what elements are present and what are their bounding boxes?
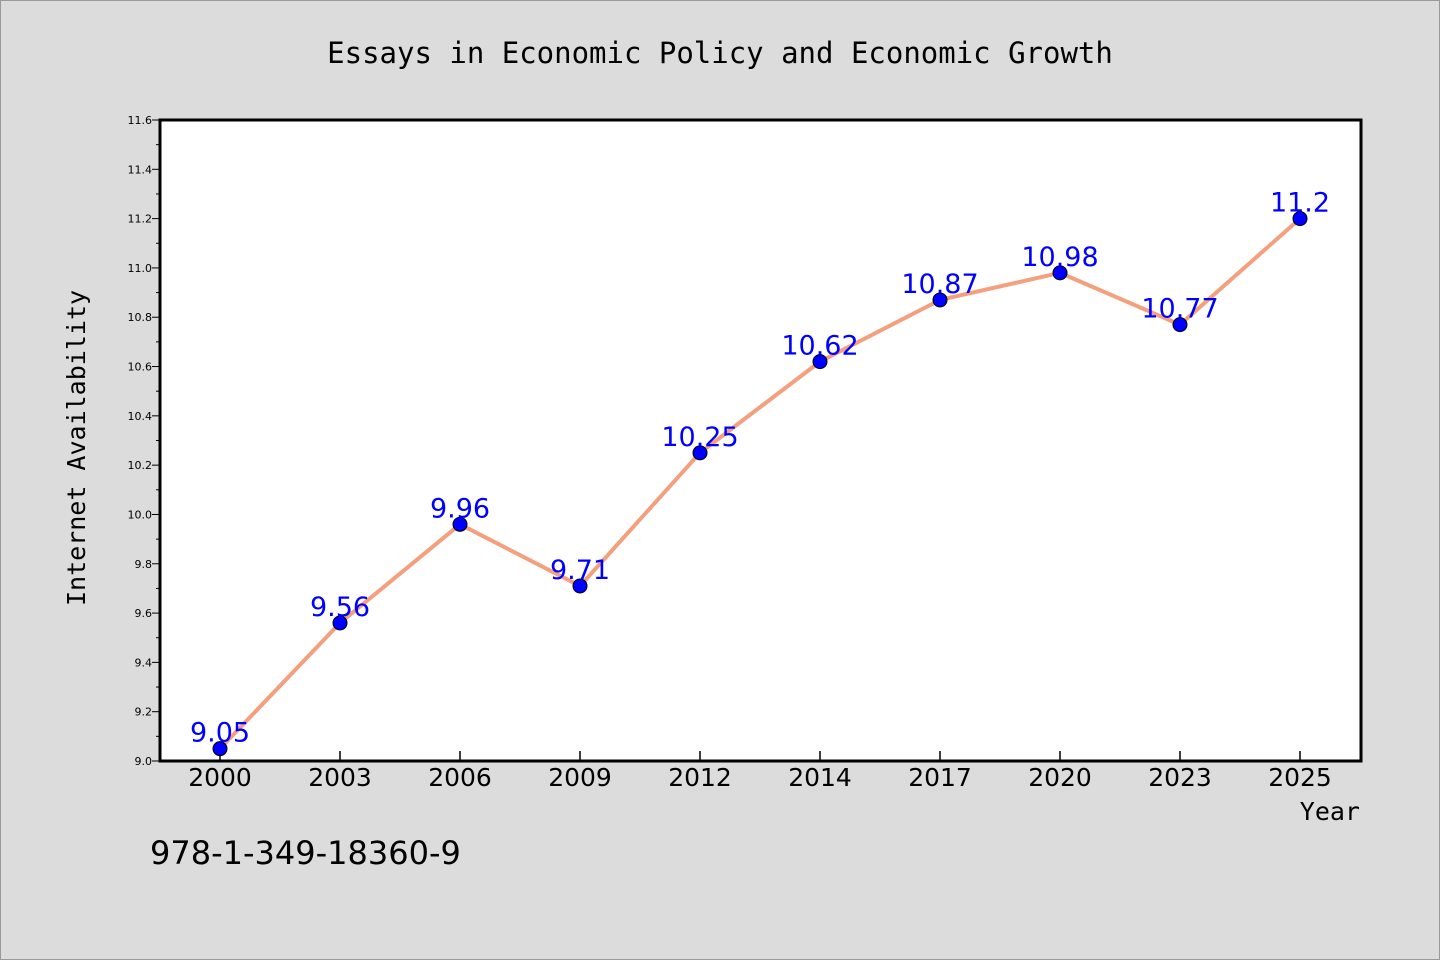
- y-axis: 9.0 9.2 9.4 9.6 9.8 10.0 10.2 10.4 10.6 10.8 11.0 1…: [128, 114, 160, 768]
- data-label: 9.96: [430, 493, 490, 524]
- y-tick-label: 11.4: [128, 163, 153, 176]
- y-tick-label: 10.0: [128, 508, 153, 521]
- series-line: [218, 216, 1302, 751]
- data-label: 9.56: [310, 592, 370, 623]
- series-line-group: [218, 216, 1302, 751]
- x-tick-label: 2025: [1268, 763, 1332, 792]
- data-point: [812, 354, 828, 370]
- y-tick-label: 9.8: [135, 558, 153, 571]
- data-label: 9.71: [550, 555, 610, 586]
- x-tick-label: 2006: [428, 763, 492, 792]
- y-tick-label: 10.8: [128, 311, 153, 324]
- chart-title: Essays in Economic Policy and Economic G…: [327, 36, 1113, 70]
- series-markers: [212, 211, 1308, 757]
- data-label: 10.87: [901, 269, 978, 300]
- data-point: [932, 292, 948, 308]
- y-tick-label: 11.0: [128, 262, 153, 275]
- data-label: 10.62: [781, 331, 858, 362]
- x-tick-label: 2014: [788, 763, 852, 792]
- y-tick-label: 9.4: [135, 656, 153, 669]
- data-label: 10.25: [661, 422, 738, 453]
- data-point: [332, 615, 348, 631]
- x-axis: 2000 2003 2006 2009 2012 2014 2017 2020 2023 2025: [188, 751, 1332, 792]
- y-tick-label: 10.6: [128, 361, 153, 374]
- y-tick-label: 11.2: [128, 213, 153, 226]
- y-axis-label: Internet Availability: [62, 290, 91, 606]
- y-tick-label: 9.2: [135, 706, 153, 719]
- x-tick-label: 2003: [308, 763, 372, 792]
- x-tick-label: 2017: [908, 763, 972, 792]
- isbn-text: 978-1-349-18360-9: [150, 834, 461, 872]
- plot-area: [158, 118, 1363, 763]
- data-point: [1052, 265, 1068, 281]
- x-tick-label: 2023: [1148, 763, 1212, 792]
- x-tick-label: 2012: [668, 763, 732, 792]
- data-point: [1292, 211, 1308, 227]
- data-label: 9.05: [190, 718, 250, 749]
- data-point: [692, 445, 708, 461]
- x-tick-label: 2000: [188, 763, 252, 792]
- x-axis-label: Year: [1300, 797, 1360, 826]
- y-tick-label: 9.6: [135, 607, 153, 620]
- y-tick-label: 11.6: [128, 114, 153, 127]
- x-tick-label: 2009: [548, 763, 612, 792]
- data-point: [212, 741, 228, 757]
- y-tick-label: 9.0: [135, 755, 153, 768]
- y-tick-label: 10.2: [128, 459, 153, 472]
- data-label: 11.2: [1270, 188, 1330, 219]
- data-label: 10.77: [1141, 294, 1218, 325]
- data-point: [1172, 317, 1188, 333]
- data-point: [452, 516, 468, 532]
- y-tick-label: 10.4: [128, 410, 153, 423]
- data-point: [572, 578, 588, 594]
- data-label: 10.98: [1021, 242, 1098, 273]
- x-tick-label: 2020: [1028, 763, 1092, 792]
- data-labels: 9.05 9.56 9.96 9.71 10.25 10.62 10.87 10.98 10.7…: [190, 188, 1330, 749]
